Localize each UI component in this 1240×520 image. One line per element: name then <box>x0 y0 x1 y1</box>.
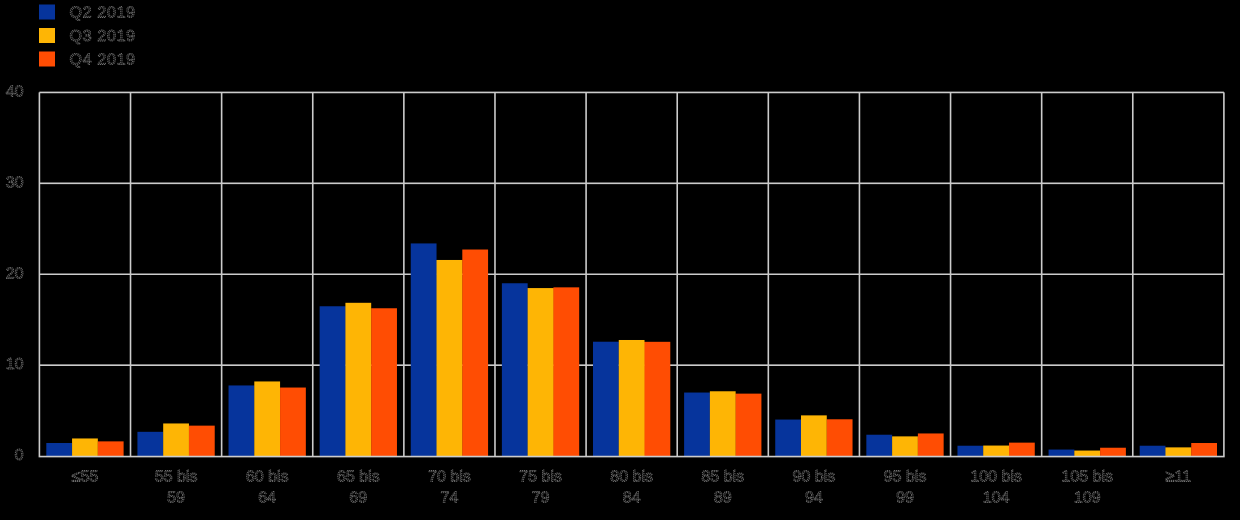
svg-text:74: 74 <box>441 490 459 507</box>
svg-text:69: 69 <box>349 490 367 507</box>
svg-text:65 bis: 65 bis <box>337 469 380 486</box>
svg-text:60 bis: 60 bis <box>246 469 289 486</box>
svg-text:85 bis: 85 bis <box>701 469 744 486</box>
svg-text:94: 94 <box>805 490 823 507</box>
svg-text:75 bis: 75 bis <box>519 469 562 486</box>
svg-text:59: 59 <box>167 490 185 507</box>
svg-text:109: 109 <box>1074 490 1101 507</box>
svg-text:105 bis: 105 bis <box>1061 469 1113 486</box>
svg-text:55 bis: 55 bis <box>155 469 198 486</box>
svg-text:0: 0 <box>15 447 24 464</box>
svg-text:Q4 2019: Q4 2019 <box>70 52 136 69</box>
svg-text:79: 79 <box>532 490 550 507</box>
svg-text:Q3 2019: Q3 2019 <box>70 28 136 45</box>
svg-text:95 bis: 95 bis <box>884 469 927 486</box>
svg-text:Q2 2019: Q2 2019 <box>70 5 136 22</box>
svg-text:30: 30 <box>6 174 24 191</box>
svg-text:100 bis: 100 bis <box>970 469 1022 486</box>
svg-text:64: 64 <box>258 490 276 507</box>
svg-text:40: 40 <box>6 83 24 100</box>
svg-text:90 bis: 90 bis <box>793 469 836 486</box>
svg-text:80 bis: 80 bis <box>610 469 653 486</box>
svg-text:84: 84 <box>623 490 641 507</box>
svg-text:89: 89 <box>714 490 732 507</box>
svg-text:104: 104 <box>983 490 1010 507</box>
svg-text:70 bis: 70 bis <box>428 469 471 486</box>
svg-text:20: 20 <box>6 265 24 282</box>
svg-text:≥11: ≥11 <box>1166 469 1191 486</box>
svg-text:10: 10 <box>6 356 24 373</box>
svg-text:99: 99 <box>896 490 914 507</box>
svg-text:≤55: ≤55 <box>72 469 99 486</box>
